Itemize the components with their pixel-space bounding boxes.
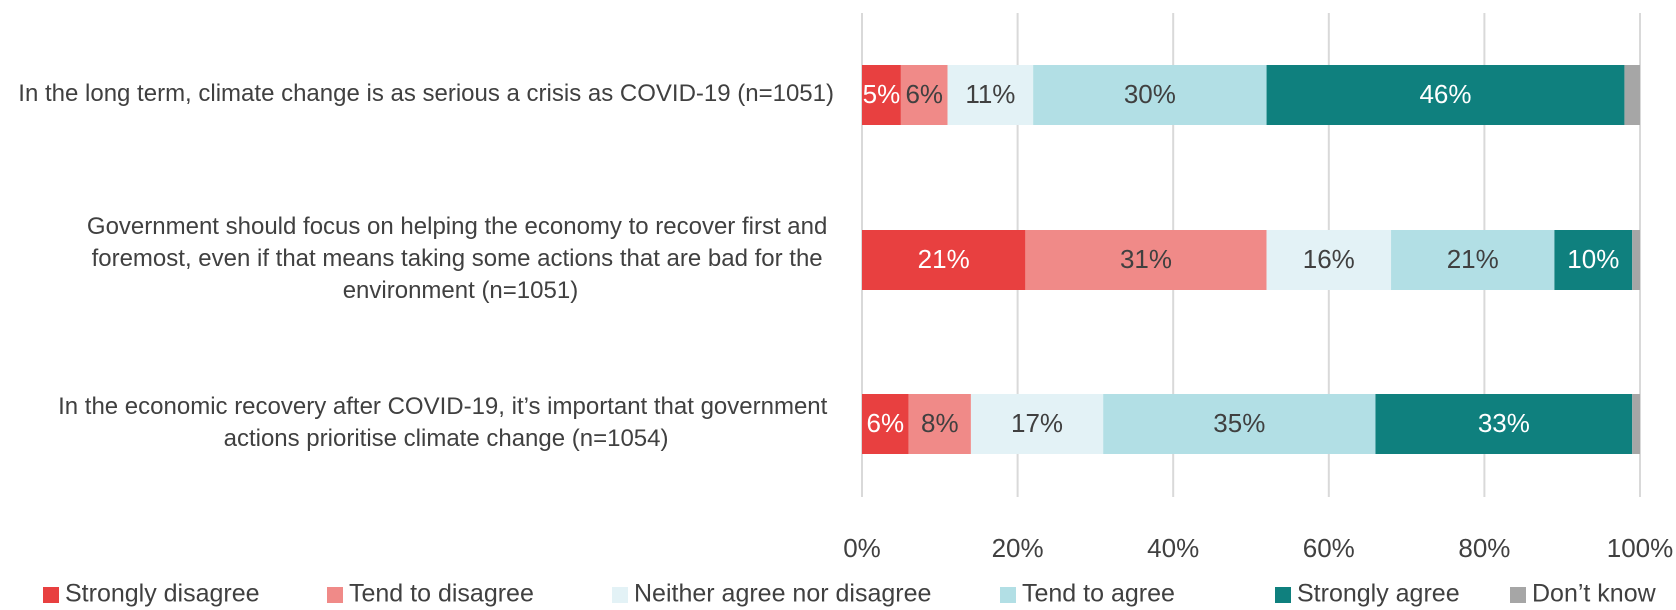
legend-label: Don’t know bbox=[1532, 580, 1657, 608]
data-label: 33% bbox=[1478, 408, 1530, 438]
x-tick-label: 0% bbox=[843, 533, 881, 563]
bar-segment bbox=[1025, 230, 1267, 290]
legend-swatch bbox=[1000, 587, 1016, 603]
bar-segment bbox=[1375, 394, 1633, 454]
data-label: 46% bbox=[1419, 79, 1471, 109]
data-label: 31% bbox=[1120, 244, 1172, 274]
category-line: In the economic recovery after COVID-19,… bbox=[58, 393, 834, 420]
bar-segment bbox=[970, 394, 1104, 454]
legend-label: Strongly disagree bbox=[65, 580, 260, 608]
x-tick-label: 100% bbox=[1607, 533, 1674, 563]
data-label: 10% bbox=[1567, 244, 1619, 274]
legend-swatch bbox=[1275, 587, 1291, 603]
legend-swatch bbox=[43, 587, 59, 603]
category-label: In the economic recovery after COVID-19,… bbox=[58, 393, 834, 452]
bar-segment bbox=[1554, 230, 1633, 290]
category-line: environment (n=1051) bbox=[343, 277, 578, 304]
legend-swatch bbox=[1510, 587, 1526, 603]
legend-label: Tend to agree bbox=[1022, 580, 1175, 608]
bar-segment bbox=[862, 394, 909, 454]
data-label: 6% bbox=[867, 408, 905, 438]
category-line: foremost, even if that means taking some… bbox=[92, 245, 830, 272]
bar-segment bbox=[1033, 65, 1267, 125]
category-line: actions prioritise climate change (n=105… bbox=[224, 425, 669, 452]
data-label: 6% bbox=[905, 79, 943, 109]
bar-segment bbox=[900, 65, 948, 125]
data-label: 16% bbox=[1303, 244, 1355, 274]
bar-segment bbox=[1266, 65, 1625, 125]
category-label: Government should focus on helping the e… bbox=[87, 213, 834, 304]
bar-segment bbox=[1103, 394, 1376, 454]
category-line: In the long term, climate change is as s… bbox=[18, 80, 834, 107]
bar-segment bbox=[947, 65, 1034, 125]
bar-segment bbox=[862, 230, 1026, 290]
bar-segment bbox=[908, 394, 971, 454]
bar-segment bbox=[1632, 230, 1640, 290]
data-label: 5% bbox=[863, 79, 901, 109]
x-tick-label: 60% bbox=[1303, 533, 1355, 563]
data-label: 11% bbox=[965, 79, 1015, 109]
x-tick-label: 80% bbox=[1458, 533, 1510, 563]
data-label: 35% bbox=[1213, 408, 1265, 438]
bar-segment bbox=[1632, 394, 1640, 454]
category-label: In the long term, climate change is as s… bbox=[18, 80, 834, 107]
data-label: 17% bbox=[1011, 408, 1063, 438]
bar-segment bbox=[1266, 230, 1392, 290]
x-tick-label: 40% bbox=[1147, 533, 1199, 563]
data-label: 21% bbox=[1447, 244, 1499, 274]
bar-segment bbox=[862, 65, 901, 125]
legend-swatch bbox=[612, 587, 628, 603]
category-line: Government should focus on helping the e… bbox=[87, 213, 834, 240]
legend-label: Strongly agree bbox=[1297, 580, 1460, 608]
data-label: 30% bbox=[1124, 79, 1176, 109]
bar-segment bbox=[1391, 230, 1555, 290]
legend-label: Neither agree nor disagree bbox=[634, 580, 931, 608]
legend-swatch bbox=[327, 587, 343, 603]
bar-segment bbox=[1624, 65, 1640, 125]
x-tick-label: 20% bbox=[992, 533, 1044, 563]
legend-label: Tend to disagree bbox=[349, 580, 534, 608]
data-label: 21% bbox=[918, 244, 970, 274]
data-label: 8% bbox=[921, 408, 959, 438]
